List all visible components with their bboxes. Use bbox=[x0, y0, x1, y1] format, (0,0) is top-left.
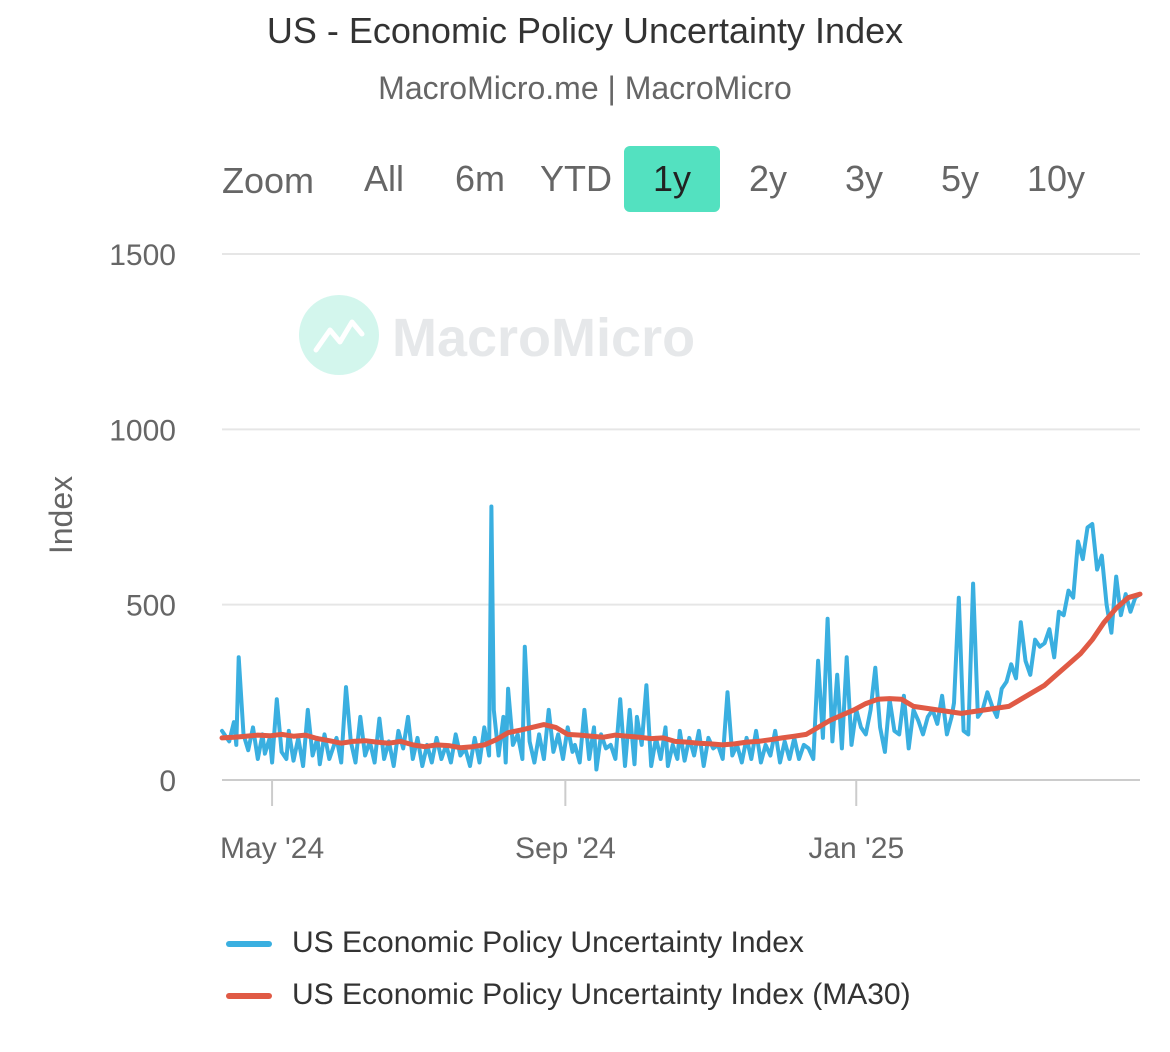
y-axis-label: Index bbox=[43, 476, 79, 554]
y-tick-label-1500: 1500 bbox=[109, 239, 176, 272]
range-button-ytd[interactable]: YTD bbox=[540, 158, 612, 199]
x-axis: May '24 Sep '24 Jan '25 bbox=[220, 779, 1140, 865]
y-axis-ticks: 0 500 1000 1500 bbox=[109, 239, 176, 798]
series bbox=[219, 504, 1143, 772]
series-line-epu-ma30 bbox=[219, 591, 1143, 751]
legend-item-epu-ma30[interactable]: US Economic Policy Uncertainty Index (MA… bbox=[226, 978, 911, 1012]
x-tick-label-1: Sep '24 bbox=[515, 832, 616, 865]
macromicro-logo-icon bbox=[299, 295, 379, 375]
range-button-6m[interactable]: 6m bbox=[454, 158, 505, 199]
watermark-logo: MacroMicro bbox=[299, 295, 695, 375]
range-button-5y[interactable]: 5y bbox=[940, 158, 980, 199]
y-tick-label-0: 0 bbox=[159, 765, 176, 798]
zoom-label: Zoom bbox=[222, 160, 315, 201]
chart-subtitle: MacroMicro.me | MacroMicro bbox=[378, 70, 792, 106]
range-button-2y[interactable]: 2y bbox=[748, 158, 788, 199]
legend-label-epu-ma30: US Economic Policy Uncertainty Index (MA… bbox=[292, 978, 911, 1011]
trend-icon bbox=[313, 319, 365, 353]
grid bbox=[222, 253, 1140, 606]
range-selector: Zoom All 6m YTD 1y 2y 3y 5y 10y bbox=[0, 146, 1170, 214]
y-tick-label-500: 500 bbox=[126, 590, 176, 623]
range-button-all[interactable]: All bbox=[363, 158, 404, 199]
watermark-text: MacroMicro bbox=[392, 308, 695, 368]
range-button-10y[interactable]: 10y bbox=[1026, 158, 1086, 199]
chart-title: US - Economic Policy Uncertainty Index bbox=[266, 10, 904, 51]
legend-swatch-red bbox=[226, 993, 272, 1000]
legend-swatch-blue bbox=[226, 941, 272, 948]
range-button-3y[interactable]: 3y bbox=[844, 158, 884, 199]
x-tick-label-2: Jan '25 bbox=[808, 832, 904, 865]
legend-item-epu[interactable]: US Economic Policy Uncertainty Index bbox=[226, 926, 804, 960]
y-tick-label-1000: 1000 bbox=[109, 414, 176, 447]
range-button-1y[interactable]: 1y bbox=[624, 146, 720, 212]
series-line-epu bbox=[220, 504, 1142, 772]
x-tick-label-0: May '24 bbox=[220, 832, 324, 865]
legend-label-epu: US Economic Policy Uncertainty Index bbox=[292, 926, 804, 959]
